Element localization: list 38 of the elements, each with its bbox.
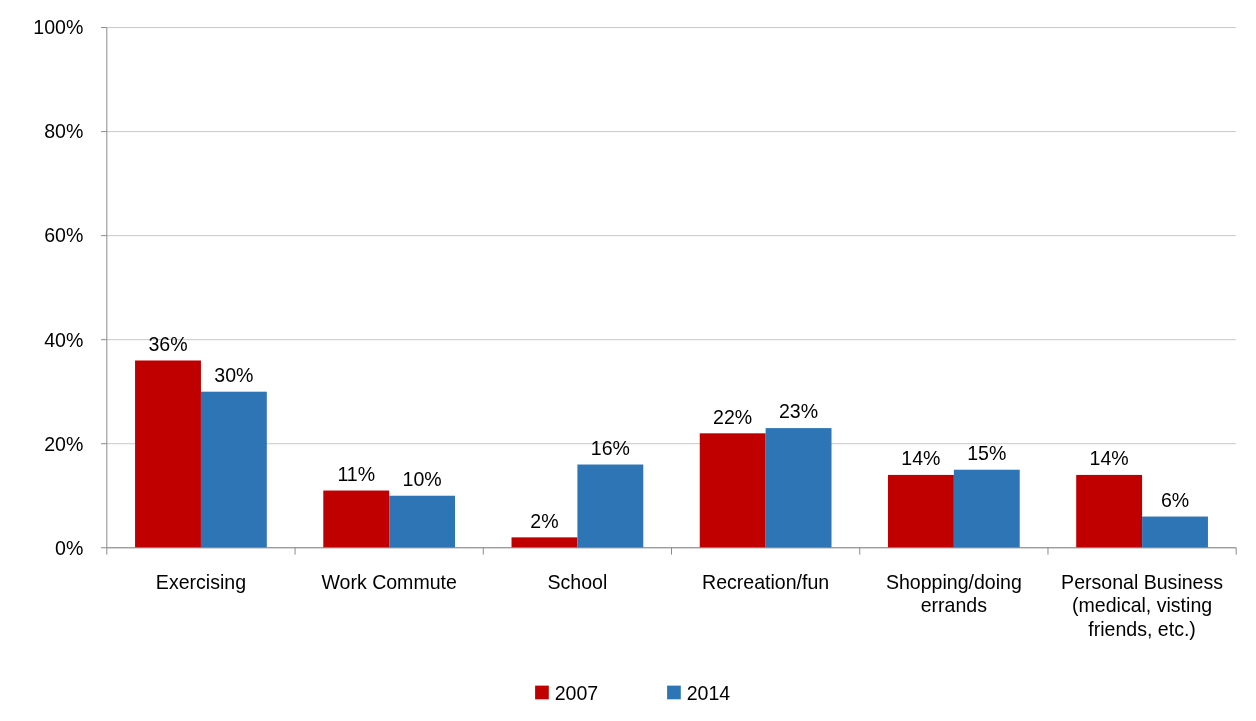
data-label: 15%: [967, 441, 1007, 464]
bar: [765, 428, 832, 548]
data-label: 2%: [530, 509, 559, 532]
data-label: 22%: [713, 405, 753, 428]
data-label: 16%: [590, 436, 630, 459]
bar: [511, 537, 578, 548]
data-label: 14%: [901, 447, 941, 470]
data-label: 23%: [779, 400, 819, 423]
x-tick-label: Personal Business (medical, visting friends, etc.): [1061, 570, 1224, 640]
bar: [577, 464, 644, 548]
x-tick-label: School: [547, 570, 608, 593]
data-label: 11%: [337, 462, 376, 485]
y-tick-label: 80%: [44, 120, 84, 143]
x-tick-label: Work Commute: [321, 570, 457, 593]
y-tick-label: 20%: [44, 432, 84, 455]
bar: [135, 360, 201, 548]
bar: [1142, 516, 1208, 548]
y-tick-label: 60%: [44, 224, 84, 247]
legend-label: 2014: [686, 682, 731, 705]
bar: [389, 495, 456, 548]
bar: [200, 391, 267, 548]
bar: [887, 474, 954, 548]
x-tick-label: Exercising: [155, 570, 247, 593]
data-label: 6%: [1160, 488, 1190, 511]
y-tick-label: 0%: [55, 536, 84, 559]
bar: [1076, 474, 1143, 548]
data-label: 10%: [402, 467, 442, 490]
data-label: 30%: [214, 363, 254, 386]
y-tick-label: 100%: [33, 16, 84, 39]
legend-label: 2007: [554, 682, 599, 705]
bar: [953, 469, 1020, 548]
x-tick-label: Shopping/doing errands: [885, 570, 1022, 617]
x-tick-label: Recreation/fun: [702, 570, 830, 593]
bar: [699, 433, 766, 548]
y-tick-label: 40%: [44, 328, 84, 351]
data-label: 14%: [1089, 447, 1129, 470]
data-label: 36%: [148, 332, 188, 355]
bar: [323, 490, 390, 548]
